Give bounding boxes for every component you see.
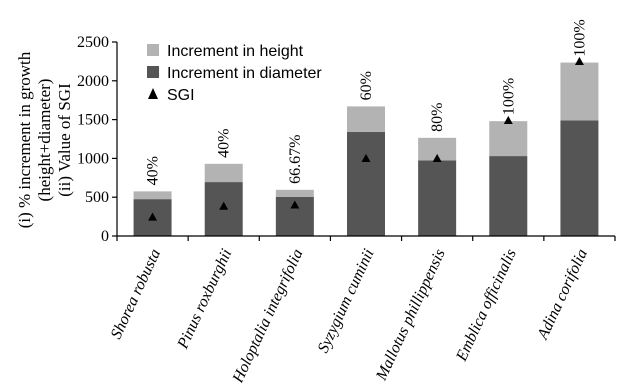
sgi-marker [574,56,584,65]
y-tick-label: 500 [85,189,109,206]
category-label: Mallotus phillippensis [373,247,449,383]
bar-height [560,62,599,121]
y-axis-label-line: (ii) Value of SGI [55,83,74,197]
legend-swatch [147,44,159,56]
bars [133,62,599,236]
bar-top-labels: 40% 40% 66.67% 60% 80% 100% 100% [145,19,589,185]
bar-height [204,163,243,183]
category-labels: Shorea robusta Pinus roxburghiiHoloptalia… [108,247,591,383]
sgi-marker [148,212,158,221]
bar-top-label: 66.67% [287,134,304,183]
category-label: Syzygium cuminii [315,247,378,356]
y-tick-label: 1000 [77,150,109,167]
y-tick-label: 2500 [77,34,109,51]
category-label: Shorea robusta [108,247,164,342]
bar-diameter [489,156,528,236]
category-label: Emblica officinalis [453,247,520,365]
legend-label: SGI [167,87,195,104]
sgi-markers [148,56,584,221]
sgi-marker [219,201,229,210]
y-tick-label: 0 [101,228,109,245]
sgi-marker [361,153,371,162]
category-label: Adina corifolia [534,247,591,343]
bar-height [418,137,457,161]
category-label: Pinus roxburghii [174,247,235,353]
bar-height [275,189,314,197]
legend-label: Increment in height [167,43,304,60]
y-tick-label: 1500 [77,112,109,129]
legend: Increment in height Increment in diameter… [147,43,322,104]
bar-diameter [560,120,599,236]
y-axis-ticks: 0 500 1000 1500 2000 2500 [77,34,117,245]
sgi-marker [290,200,300,209]
bar-height [489,121,528,157]
bar-height [347,106,385,133]
legend-swatch [148,88,158,99]
sgi-marker [503,115,513,124]
y-axis-label-line: (i) % increment in growth [15,51,34,228]
bar-top-label: 40% [145,156,162,185]
legend-swatch [147,66,159,78]
bar-top-label: 80% [429,103,446,132]
y-axis-label-line: (height+diameter) [35,79,54,202]
bar-top-label: 60% [358,71,375,100]
bar-height [133,191,172,200]
bar-top-label: 40% [216,129,233,158]
bar-diameter [347,132,385,236]
axes [116,42,616,241]
bar-top-label: 100% [500,78,517,115]
category-label: Holoptalia integrifolia [229,247,306,383]
legend-label: Increment in diameter [167,65,322,82]
bar-diameter [418,160,457,236]
y-tick-label: 2000 [77,73,109,90]
y-axis-label: (i) % increment in growth (height+diamet… [15,51,74,228]
bar-top-label: 100% [571,19,588,56]
sgi-marker [432,153,442,162]
